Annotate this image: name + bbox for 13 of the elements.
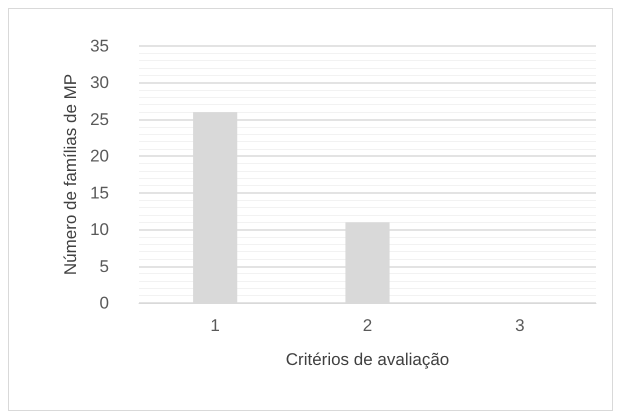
y-tick-label: 15	[90, 183, 109, 202]
y-tick-label: 35	[90, 36, 109, 56]
y-tick-label: 5	[100, 256, 109, 276]
y-tick-label: 30	[90, 73, 109, 92]
x-tick-label: 3	[515, 316, 525, 335]
x-tick-label: 1	[210, 316, 220, 335]
x-tick-label: 2	[362, 316, 372, 335]
x-axis-title: Critérios de avaliação	[286, 350, 450, 369]
y-tick-label: 0	[100, 294, 109, 312]
y-tick-label: 10	[90, 220, 109, 240]
y-tick-label: 25	[90, 110, 109, 129]
y-tick-label: 20	[90, 146, 109, 166]
y-axis-title: Número de famílias de MP	[61, 74, 80, 276]
